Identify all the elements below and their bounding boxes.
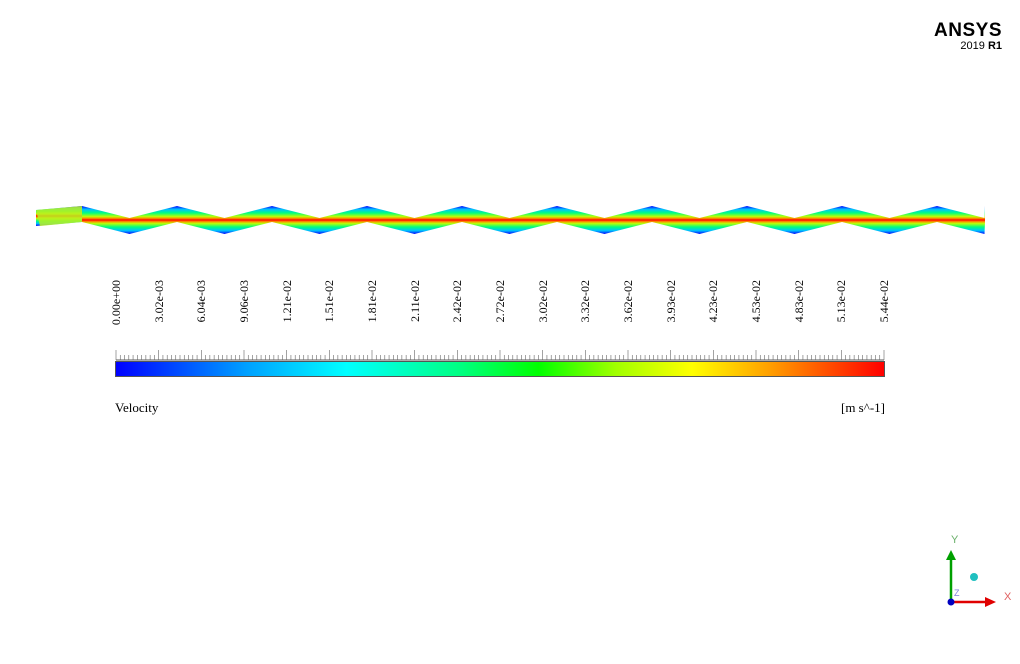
ansys-logo: ANSYS 2019 R1 <box>934 20 1002 52</box>
logo-version: 2019 R1 <box>960 40 1002 52</box>
axis-triad: Y X Z <box>930 530 1020 610</box>
channel-segment <box>604 206 652 234</box>
channel-segment <box>557 206 605 234</box>
channel-segment <box>747 206 795 234</box>
color-legend-bar <box>115 361 885 377</box>
channel-segment <box>367 206 415 234</box>
channel-segment <box>319 206 367 234</box>
z-axis-label: Z <box>954 588 960 598</box>
channel-segment <box>414 206 462 234</box>
legend-variable: Velocity <box>115 400 159 415</box>
channel-segment <box>652 206 700 234</box>
channel-segment <box>177 206 225 234</box>
channel-segment <box>889 206 937 234</box>
y-axis-label: Y <box>951 534 959 546</box>
channel-geometry <box>36 206 985 234</box>
channel-segment <box>984 206 985 234</box>
channel-segment <box>129 206 177 234</box>
legend-units: [m s^-1] <box>840 400 885 415</box>
logo-brand: ANSYS <box>934 20 1002 41</box>
channel-segment <box>224 206 272 234</box>
x-axis-label: X <box>1004 591 1012 603</box>
channel-segment <box>509 206 557 234</box>
channel-segment <box>272 206 320 234</box>
channel-segment <box>794 206 842 234</box>
channel-segment <box>842 206 890 234</box>
channel-segment <box>699 206 747 234</box>
channel-inlet <box>36 206 82 226</box>
channel-segment <box>82 206 130 234</box>
channel-segment <box>937 206 985 234</box>
channel-segment <box>462 206 510 234</box>
